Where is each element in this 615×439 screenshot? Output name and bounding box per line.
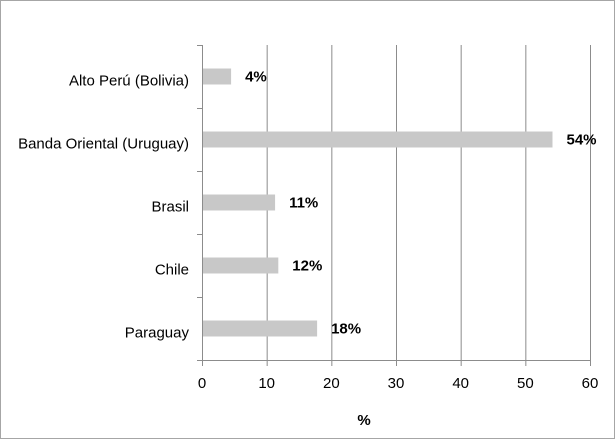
x-tick-label: 50 [517, 375, 534, 392]
category-label: Chile [155, 262, 189, 279]
data-label: 18% [331, 321, 361, 338]
category-label: Paraguay [125, 325, 190, 342]
bar-1 [203, 131, 553, 148]
x-tick-label: 30 [388, 375, 405, 392]
bars [203, 68, 553, 337]
labels: 0 10 20 30 40 50 60 Alto Perú (Bolivia) 4% Banda … [18, 69, 598, 393]
x-axis-title: % [357, 412, 370, 429]
bar-4 [203, 320, 318, 337]
bar-0 [203, 68, 232, 85]
axes [197, 45, 591, 366]
data-label: 4% [245, 69, 267, 86]
data-label: 12% [292, 258, 322, 275]
x-tick-label: 10 [258, 375, 275, 392]
category-label: Alto Perú (Bolivia) [69, 73, 189, 90]
grid-lines [266, 45, 591, 360]
category-label: Banda Oriental (Uruguay) [18, 136, 189, 153]
bar-2 [203, 194, 276, 211]
x-tick-label: 60 [582, 375, 599, 392]
data-label: 54% [566, 132, 596, 149]
data-label: 11% [289, 195, 318, 212]
x-tick-label: 0 [198, 375, 206, 392]
x-tick-label: 40 [452, 375, 469, 392]
x-tick-label: 20 [323, 375, 340, 392]
bar-3 [203, 257, 279, 274]
category-label: Brasil [151, 199, 189, 216]
